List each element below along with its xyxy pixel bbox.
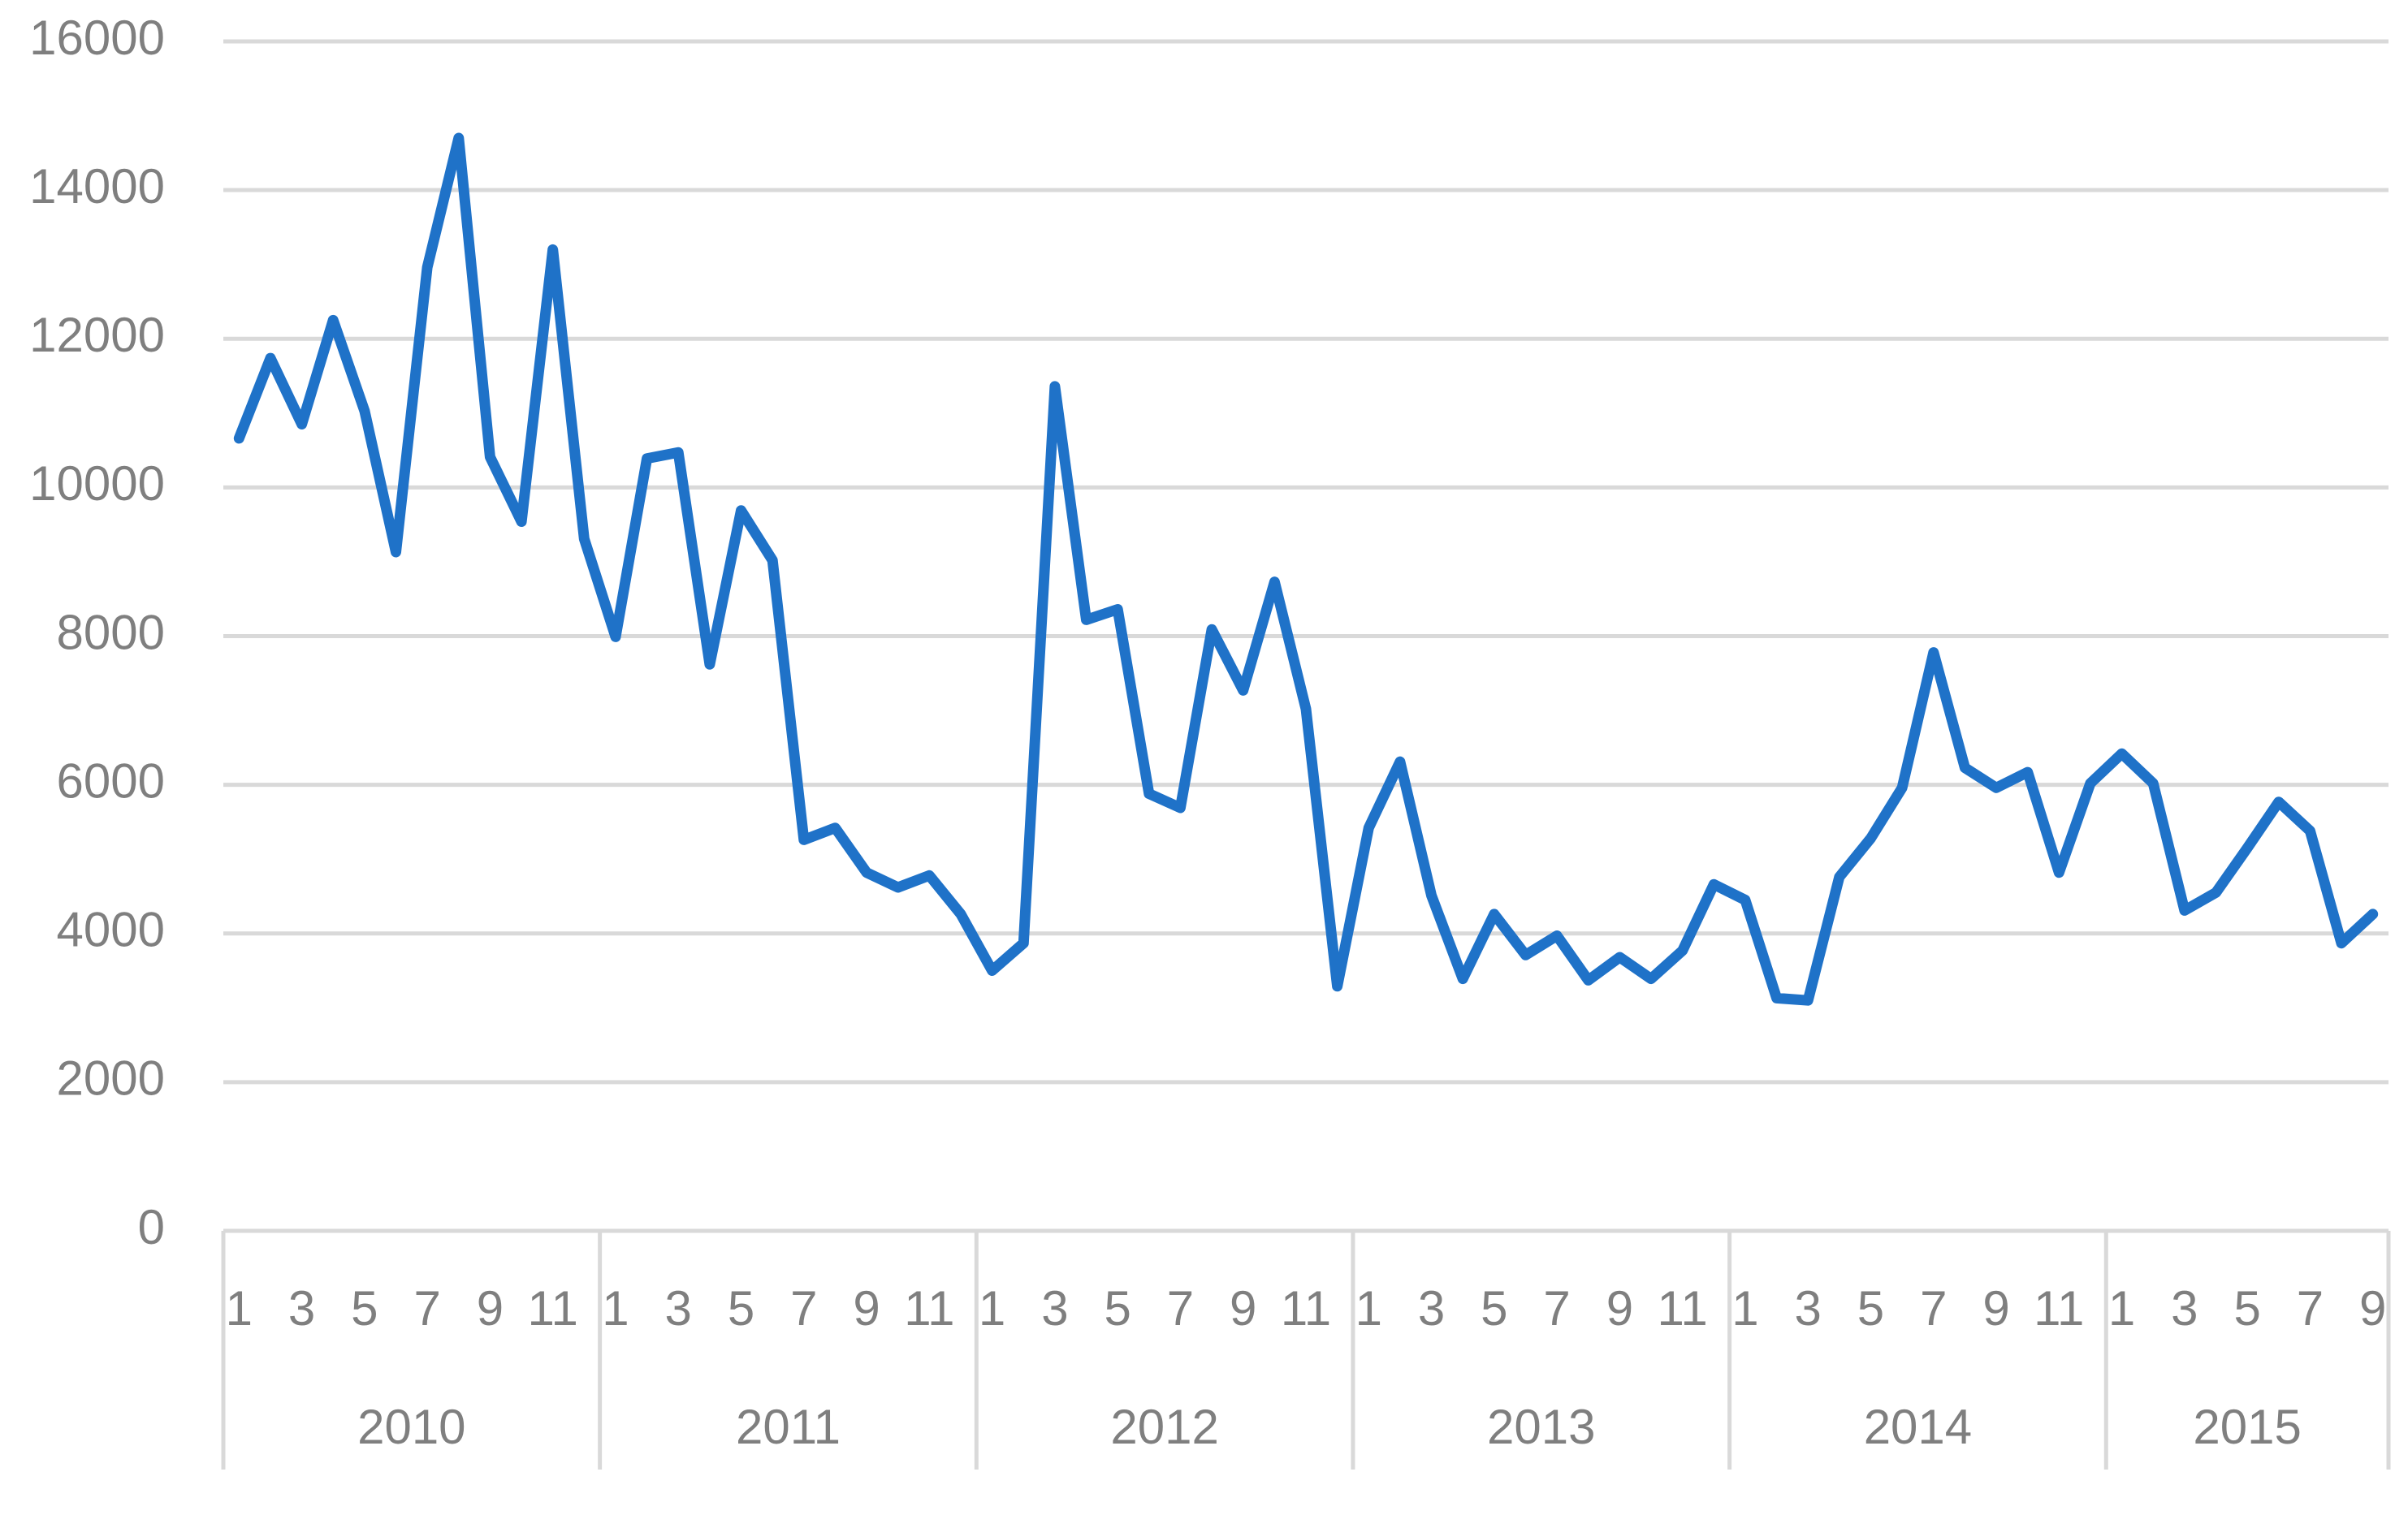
x-tick-label: 3 [1418,1281,1445,1336]
x-tick-label: 1 [2108,1281,2135,1336]
x-tick-label: 5 [2233,1281,2260,1336]
x-tick-label: 5 [1481,1281,1507,1336]
data-line [233,132,2379,1006]
y-tick-label: 10000 [29,456,165,511]
x-tick-label: 5 [728,1281,754,1336]
y-tick-label: 16000 [29,11,165,65]
x-group-label: 2012 [1110,1400,1218,1454]
x-group-label: 2014 [1864,1400,1972,1454]
x-tick-label: 1 [226,1281,253,1336]
y-tick-label: 4000 [57,903,165,957]
y-tick-label: 12000 [29,308,165,362]
x-group-label: 2013 [1487,1400,1595,1454]
x-group-label: 2015 [2193,1400,2301,1454]
x-tick-label: 5 [1857,1281,1884,1336]
x-tick-label: 9 [477,1281,504,1336]
x-tick-label: 11 [2034,1281,2084,1336]
x-tick-label: 3 [665,1281,692,1336]
x-tick-label: 9 [1606,1281,1633,1336]
x-tick-label: 9 [853,1281,880,1336]
x-tick-label: 7 [413,1281,440,1336]
y-tick-label: 0 [138,1200,165,1254]
y-tick-label: 8000 [57,605,165,659]
x-tick-label: 7 [790,1281,817,1336]
x-tick-label: 3 [2171,1281,2198,1336]
x-tick-label: 11 [1281,1281,1331,1336]
x-tick-label: 9 [1230,1281,1256,1336]
x-tick-label: 5 [1104,1281,1131,1336]
x-tick-label: 11 [528,1281,578,1336]
x-tick-label: 7 [1167,1281,1194,1336]
x-tick-label: 1 [979,1281,1005,1336]
x-group-label: 2010 [357,1400,465,1454]
y-tick-label: 14000 [29,159,165,214]
y-tick-label: 6000 [57,753,165,808]
x-tick-label: 3 [1041,1281,1068,1336]
y-tick-label: 2000 [57,1051,165,1106]
x-tick-label: 9 [2359,1281,2386,1336]
x-tick-label: 5 [351,1281,378,1336]
x-tick-label: 7 [1920,1281,1947,1336]
x-group-label: 2011 [736,1400,841,1454]
x-tick-label: 1 [602,1281,629,1336]
x-tick-label: 7 [1543,1281,1570,1336]
x-tick-label: 9 [1982,1281,2009,1336]
x-tick-label: 7 [2297,1281,2324,1336]
x-tick-label: 11 [1658,1281,1708,1336]
x-tick-label: 11 [904,1281,954,1336]
x-tick-label: 3 [288,1281,315,1336]
x-tick-label: 3 [1795,1281,1822,1336]
x-tick-label: 1 [1731,1281,1758,1336]
x-tick-label: 1 [1355,1281,1382,1336]
